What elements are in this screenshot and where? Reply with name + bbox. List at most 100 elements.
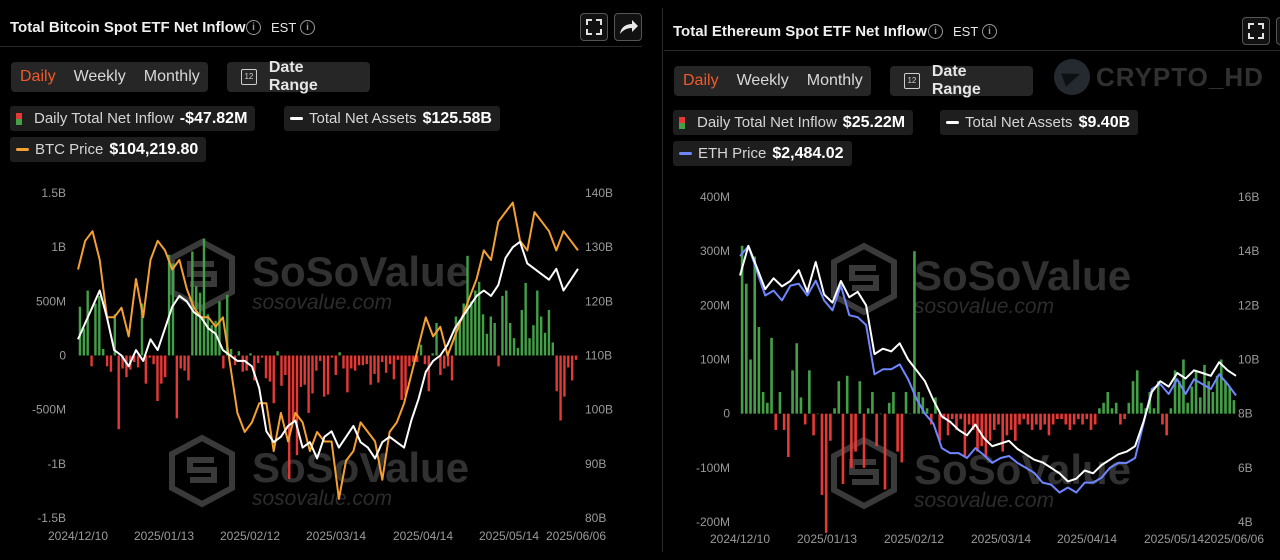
btc-inflow-bar (423, 355, 427, 365)
eth-inflow-bar (1219, 359, 1223, 414)
eth-tab-daily[interactable]: Daily (683, 72, 719, 89)
btc-tab-weekly[interactable]: Weekly (73, 68, 126, 85)
panel-divider (662, 8, 663, 552)
btc-chart[interactable]: SoSoValuesosovalue.comSoSoValuesosovalue… (0, 0, 650, 560)
btc-inflow-bar (338, 352, 341, 356)
btc-legend-inflow[interactable]: Daily Total Net Inflow -$47.82M (10, 106, 256, 131)
btc-x-tick: 2025/01/13 (134, 529, 194, 543)
eth-inflow-bar (1119, 413, 1122, 425)
btc-inflow-bar (384, 355, 388, 373)
eth-inflow-bar (824, 413, 828, 533)
btc-inflow-bar (249, 353, 252, 356)
btc-inflow-bar (427, 355, 430, 392)
btc-watermark-url-0: sosovalue.com (252, 291, 392, 314)
eth-inflow-bar (993, 413, 996, 430)
eth-chart[interactable]: SoSoValuesosovalue.comSoSoValuesosovalue… (664, 0, 1280, 560)
eth-tab-weekly[interactable]: Weekly (736, 72, 789, 89)
eth-title-info-icon[interactable]: i (928, 24, 943, 39)
eth-inflow-bar (854, 413, 857, 452)
btc-inflow-bar (98, 295, 101, 356)
eth-inflow-bar (1156, 381, 1160, 414)
eth-share-icon[interactable] (1276, 17, 1280, 45)
btc-title-info-icon[interactable]: i (246, 20, 261, 35)
eth-tab-monthly[interactable]: Monthly (806, 72, 863, 89)
eth-date-range-button[interactable]: 12 Date Range (890, 63, 1033, 98)
btc-x-tick: 2025/04/14 (393, 529, 453, 543)
eth-timezone-info-icon[interactable]: i (982, 24, 997, 39)
eth-x-tick: 2025/01/13 (797, 532, 857, 546)
btc-inflow-bar (539, 316, 543, 356)
btc-y-left-tick: 500M (36, 294, 66, 308)
eth-inflow-bar (1093, 413, 1097, 425)
eth-y-right-tick: 16B (1238, 190, 1259, 204)
eth-inflow-bar (1182, 359, 1185, 414)
btc-legend-price[interactable]: BTC Price $104,219.80 (10, 137, 207, 162)
btc-inflow-bar (322, 355, 326, 397)
btc-watermark-s-icon-0 (187, 261, 217, 287)
eth-inflow-bar (1014, 413, 1017, 441)
crypto-hd-label: CRYPTO_HD (1096, 61, 1264, 92)
btc-inflow-bar (315, 355, 318, 371)
eth-inflow-bar (955, 413, 958, 430)
eth-inflow-bar (1056, 413, 1059, 420)
btc-legend-inflow-label: Daily Total Net Inflow (34, 110, 174, 127)
btc-tab-monthly[interactable]: Monthly (143, 68, 200, 85)
eth-inflow-bar (1102, 402, 1105, 414)
btc-inflow-bar (470, 301, 473, 356)
btc-inflow-bar (260, 355, 264, 358)
eth-inflow-bar (866, 408, 870, 414)
btc-share-icon[interactable] (614, 13, 642, 41)
btc-inflow-bar (78, 306, 82, 356)
eth-legend-price[interactable]: ETH Price $2,484.02 (673, 141, 852, 166)
eth-y-right-tick: 12B (1238, 298, 1259, 312)
eth-inflow-bar (1135, 370, 1139, 414)
btc-inflow-bar (431, 353, 434, 356)
eth-legend-price-label: ETH Price (698, 145, 767, 162)
eth-inflow-bar (766, 402, 769, 414)
btc-date-range-button[interactable]: 12 Date Range (227, 59, 370, 94)
btc-y-left-tick: 1B (51, 240, 66, 254)
eth-inflow-bar (812, 413, 815, 436)
eth-inflow-bar (1060, 413, 1063, 420)
eth-inflow-bar (816, 413, 820, 415)
eth-inflow-bar (1106, 392, 1110, 414)
btc-inflow-bar (516, 347, 520, 356)
btc-inflow-bar (462, 303, 465, 356)
btc-inflow-bar (551, 342, 554, 356)
btc-inflow-bar (485, 333, 489, 356)
eth-lines (739, 244, 1237, 494)
eth-inflow-bar (787, 413, 790, 457)
btc-inflow-bar (105, 355, 109, 367)
btc-inflow-bar (350, 355, 353, 369)
btc-inflow-bar (218, 301, 221, 356)
eth-inflow-bar (929, 413, 933, 425)
eth-watermark-s-icon-0 (849, 265, 879, 291)
eth-legend-inflow-label: Daily Total Net Inflow (697, 114, 837, 131)
btc-legend-inflow-value: -$47.82M (179, 109, 248, 127)
btc-legend-price-label: BTC Price (35, 141, 104, 158)
eth-inflow-bar (795, 343, 799, 414)
btc-y-right-tick: 90B (585, 457, 606, 471)
eth-inflow-bar (959, 413, 962, 420)
eth-legend-inflow[interactable]: Daily Total Net Inflow $25.22M (673, 110, 914, 135)
btc-inflow-bar (237, 351, 241, 356)
btc-watermark-url-1: sosovalue.com (252, 487, 392, 510)
btc-header-divider (0, 46, 642, 47)
eth-inflow-bar (845, 375, 849, 414)
eth-fullscreen-icon[interactable] (1242, 17, 1270, 45)
btc-tab-daily[interactable]: Daily (20, 68, 56, 85)
eth-inflow-bar (1064, 413, 1068, 425)
btc-fullscreen-icon[interactable] (580, 13, 608, 41)
btc-inflow-bar (152, 355, 155, 365)
btc-inflow-bar (547, 310, 551, 356)
eth-inflow-bar (1165, 413, 1168, 436)
btc-inflow-bar (419, 344, 423, 356)
eth-chart-title: Total Ethereum Spot ETF Net Inflow (673, 23, 927, 40)
btc-timezone-info-icon[interactable]: i (300, 20, 315, 35)
eth-inflow-bar (1152, 408, 1156, 414)
btc-legend-assets[interactable]: Total Net Assets $125.58B (284, 106, 500, 131)
btc-legend-price-value: $104,219.80 (109, 140, 199, 158)
eth-inflow-bar (1190, 386, 1194, 414)
eth-legend-assets[interactable]: Total Net Assets $9.40B (940, 110, 1139, 135)
btc-inflow-bar (94, 303, 97, 356)
